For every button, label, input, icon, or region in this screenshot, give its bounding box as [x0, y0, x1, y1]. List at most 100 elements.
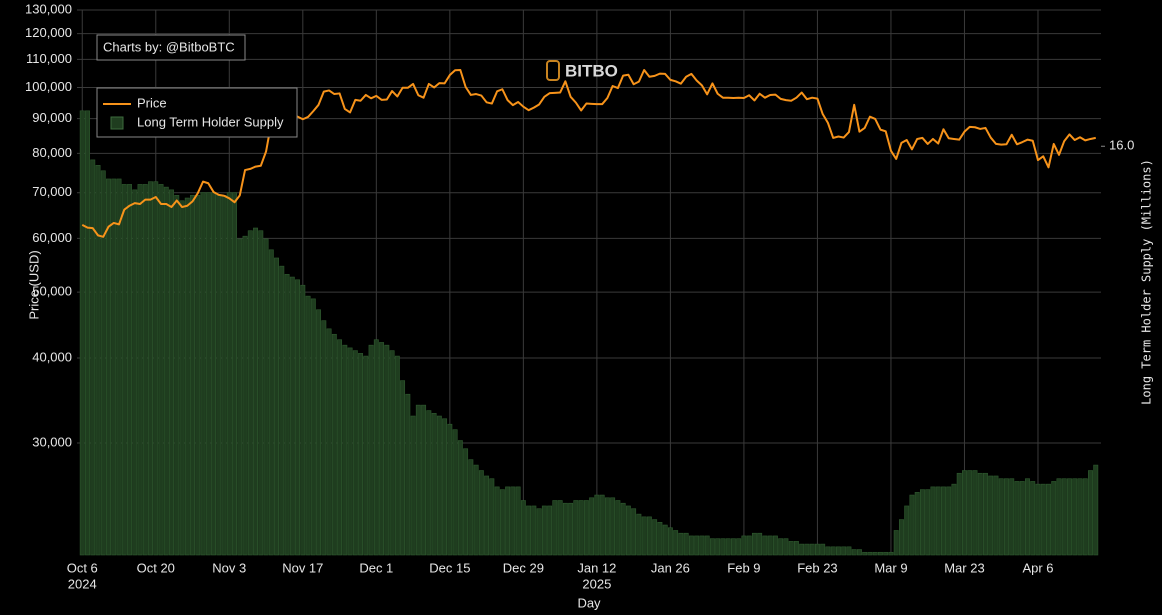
bar	[347, 347, 353, 556]
bar	[699, 535, 705, 556]
bar	[1056, 478, 1062, 556]
bar	[1009, 478, 1015, 556]
bar	[305, 295, 311, 556]
bar	[783, 538, 789, 556]
legend: Price Long Term Holder Supply	[96, 87, 298, 138]
bar	[515, 486, 521, 556]
bar	[268, 249, 274, 556]
bar	[342, 344, 348, 556]
legend-label: Long Term Holder Supply	[137, 114, 284, 129]
x-tick-label: Oct 6	[67, 560, 98, 575]
bar	[914, 492, 920, 556]
bar	[631, 508, 637, 556]
bar	[541, 505, 547, 556]
bar	[856, 549, 862, 556]
x-tick-label: Jan 26	[651, 560, 690, 575]
bar	[893, 530, 899, 556]
bar	[604, 497, 610, 556]
bar	[100, 170, 106, 556]
bar	[200, 192, 206, 556]
bar	[615, 500, 621, 556]
watermark: BITBO	[546, 60, 618, 81]
bar	[646, 516, 652, 556]
bar	[237, 238, 243, 556]
bar	[352, 350, 358, 556]
bar	[158, 184, 164, 556]
bar	[169, 189, 174, 556]
bar	[862, 551, 868, 556]
bar	[977, 472, 983, 556]
bar	[163, 186, 169, 556]
bar	[379, 342, 385, 556]
bar	[652, 519, 658, 556]
bar	[106, 178, 111, 556]
x-tick-label: Jan 12	[577, 560, 616, 575]
bar	[683, 532, 689, 556]
bar	[736, 538, 742, 556]
bar	[673, 530, 679, 556]
bar	[536, 508, 542, 556]
bar	[316, 309, 322, 556]
bar	[793, 541, 799, 556]
bar	[85, 110, 90, 556]
bar	[373, 339, 379, 556]
credit-box	[96, 34, 246, 61]
bar	[274, 257, 280, 556]
bar	[363, 355, 369, 556]
watermark-icon	[546, 60, 560, 81]
bar	[757, 532, 763, 556]
bar	[368, 344, 374, 556]
bar	[589, 497, 595, 556]
bar	[898, 519, 904, 556]
bar	[804, 543, 810, 556]
y2-tick-label: 16.0	[1109, 138, 1134, 153]
legend-bar-swatch	[110, 116, 124, 130]
bar	[174, 195, 180, 556]
bar	[956, 472, 962, 556]
x-tick-label: Mar 23	[944, 560, 984, 575]
x-tick-label: Feb 9	[727, 560, 760, 575]
bar	[872, 551, 878, 556]
bar	[242, 235, 248, 556]
y-tick-label: 70,000	[32, 184, 72, 199]
bar	[788, 541, 794, 556]
bar	[715, 538, 721, 556]
x-tick-label: Apr 6	[1022, 560, 1053, 575]
bar	[925, 489, 931, 556]
bar	[667, 527, 673, 556]
bar	[510, 486, 516, 556]
x-tick-label: Oct 20	[137, 560, 175, 575]
bar	[988, 475, 994, 556]
bar	[226, 192, 232, 556]
bar	[184, 197, 190, 556]
bar	[531, 505, 537, 556]
x-axis-title: Day	[577, 595, 601, 610]
bar	[888, 551, 894, 556]
y-tick-label: 40,000	[32, 349, 72, 364]
bar	[599, 494, 605, 556]
y-tick-label: 80,000	[32, 145, 72, 160]
bar	[1067, 478, 1072, 556]
bar	[720, 538, 726, 556]
bar	[1077, 478, 1083, 556]
bar	[694, 535, 700, 556]
bar	[436, 415, 442, 556]
price-line	[81, 68, 1096, 238]
bar	[1088, 470, 1093, 556]
bar	[941, 486, 946, 556]
bar	[116, 178, 122, 556]
bar	[405, 393, 411, 556]
bar	[247, 230, 253, 556]
bar	[394, 355, 400, 556]
bar	[1046, 483, 1051, 556]
bar	[835, 546, 841, 556]
bar	[1061, 478, 1067, 556]
labels: 30,000 40,000 50,000 60,000 70,000 80,000 90,0…	[25, 1, 1134, 591]
bar	[983, 472, 988, 556]
bar	[284, 274, 290, 556]
bar	[610, 497, 616, 556]
bar	[867, 551, 873, 556]
bar	[179, 200, 185, 556]
bar	[1030, 481, 1036, 556]
bar	[1093, 464, 1099, 556]
